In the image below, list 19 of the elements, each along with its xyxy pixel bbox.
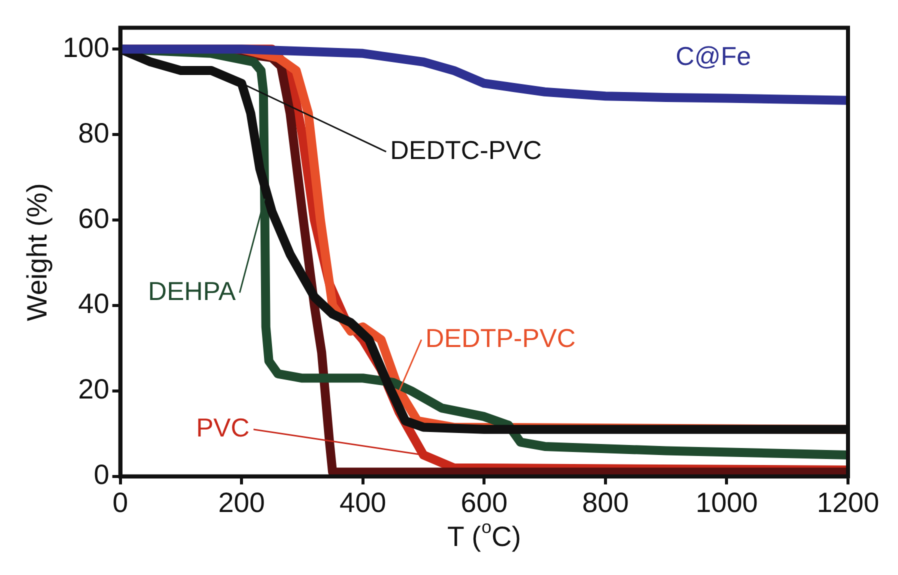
- x-tick-label: 200: [218, 486, 265, 518]
- x-tick-label: 1000: [696, 486, 758, 518]
- y-tick-label: 100: [62, 32, 110, 63]
- text: DEDTC-PVC: [390, 134, 542, 165]
- x-tick-label: 400: [340, 486, 386, 518]
- y-tick-label: 0: [94, 459, 110, 490]
- y-tick-label: 40: [78, 288, 110, 320]
- x-tick-label: 1200: [816, 486, 880, 518]
- series-label: DEHPA: [148, 276, 236, 306]
- series-label: DEDTP-PVC: [425, 322, 576, 353]
- x-tick-label: 0: [112, 486, 128, 518]
- x-tick-label: 600: [460, 486, 508, 518]
- y-tick-label: 60: [78, 202, 110, 234]
- y-tick-label: 80: [78, 117, 110, 148]
- y-tick-label: 20: [78, 374, 110, 405]
- series-label: C@Fe: [676, 40, 752, 71]
- x-tick-label: 800: [582, 486, 629, 518]
- y-axis-title: Weight (%): [22, 183, 53, 322]
- text: PVC: [196, 412, 250, 443]
